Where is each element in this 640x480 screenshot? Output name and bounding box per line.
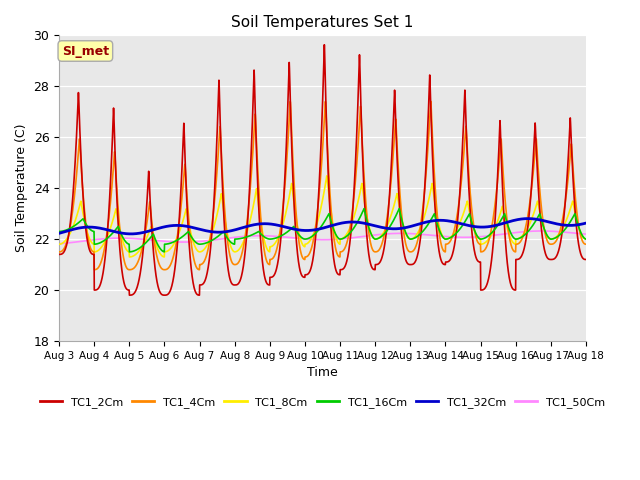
- TC1_4Cm: [90, 267, 98, 273]
- TC1_32Cm: [476, 224, 483, 230]
- TC1_32Cm: [524, 216, 532, 221]
- TC1_32Cm: [338, 220, 346, 226]
- TC1_50Cm: [582, 231, 589, 237]
- TC1_50Cm: [538, 228, 545, 234]
- TC1_8Cm: [476, 236, 484, 242]
- TC1_32Cm: [202, 228, 210, 234]
- TC1_50Cm: [550, 228, 558, 234]
- TC1_2Cm: [550, 256, 558, 262]
- TC1_16Cm: [550, 236, 558, 241]
- TC1_2Cm: [338, 267, 346, 273]
- TC1_8Cm: [338, 236, 346, 241]
- TC1_2Cm: [55, 252, 63, 257]
- Line: TC1_16Cm: TC1_16Cm: [59, 209, 586, 252]
- TC1_50Cm: [536, 228, 543, 234]
- TC1_8Cm: [323, 173, 331, 179]
- TC1_16Cm: [125, 249, 133, 255]
- TC1_32Cm: [55, 230, 63, 236]
- TC1_16Cm: [349, 226, 357, 232]
- TC1_2Cm: [202, 274, 210, 280]
- TC1_4Cm: [202, 253, 210, 259]
- Line: TC1_50Cm: TC1_50Cm: [59, 231, 586, 244]
- TC1_4Cm: [550, 240, 558, 246]
- TC1_4Cm: [582, 241, 589, 247]
- TC1_4Cm: [55, 249, 63, 255]
- Line: TC1_8Cm: TC1_8Cm: [59, 176, 586, 257]
- TC1_50Cm: [55, 241, 63, 247]
- Legend: TC1_2Cm, TC1_4Cm, TC1_8Cm, TC1_16Cm, TC1_32Cm, TC1_50Cm: TC1_2Cm, TC1_4Cm, TC1_8Cm, TC1_16Cm, TC1…: [35, 393, 610, 412]
- TC1_16Cm: [338, 236, 346, 242]
- TC1_32Cm: [349, 219, 357, 225]
- Y-axis label: Soil Temperature (C): Soil Temperature (C): [15, 124, 28, 252]
- TC1_2Cm: [536, 207, 543, 213]
- TC1_50Cm: [476, 234, 483, 240]
- TC1_8Cm: [536, 209, 543, 215]
- TC1_8Cm: [202, 244, 210, 250]
- TC1_16Cm: [202, 240, 210, 246]
- Line: TC1_2Cm: TC1_2Cm: [59, 45, 586, 295]
- TC1_8Cm: [125, 254, 133, 260]
- TC1_2Cm: [476, 259, 484, 265]
- TC1_16Cm: [476, 236, 484, 242]
- TC1_16Cm: [360, 206, 368, 212]
- TC1_32Cm: [127, 231, 134, 237]
- TC1_8Cm: [55, 241, 63, 247]
- TC1_4Cm: [536, 187, 543, 193]
- TC1_16Cm: [536, 211, 543, 216]
- TC1_32Cm: [550, 220, 558, 226]
- TC1_8Cm: [582, 236, 589, 242]
- TC1_50Cm: [202, 238, 210, 244]
- TC1_2Cm: [349, 198, 357, 204]
- TC1_2Cm: [321, 42, 328, 48]
- TC1_32Cm: [582, 220, 589, 226]
- TC1_4Cm: [349, 202, 357, 207]
- Line: TC1_4Cm: TC1_4Cm: [59, 101, 586, 270]
- Text: SI_met: SI_met: [62, 45, 109, 58]
- TC1_4Cm: [427, 98, 435, 104]
- TC1_50Cm: [337, 236, 345, 242]
- TC1_2Cm: [125, 292, 133, 298]
- TC1_4Cm: [338, 249, 346, 254]
- TC1_16Cm: [55, 228, 63, 234]
- Line: TC1_32Cm: TC1_32Cm: [59, 218, 586, 234]
- Title: Soil Temperatures Set 1: Soil Temperatures Set 1: [231, 15, 413, 30]
- TC1_4Cm: [476, 241, 484, 247]
- TC1_2Cm: [582, 257, 589, 263]
- TC1_8Cm: [349, 216, 357, 221]
- X-axis label: Time: Time: [307, 366, 338, 379]
- TC1_32Cm: [536, 217, 543, 223]
- TC1_50Cm: [349, 235, 356, 240]
- TC1_8Cm: [550, 235, 558, 241]
- TC1_16Cm: [582, 236, 589, 242]
